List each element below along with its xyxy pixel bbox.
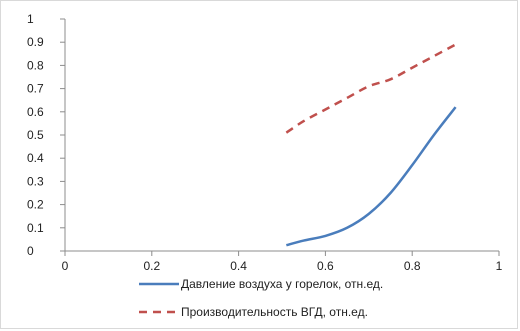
y-tick-label: 0.5 <box>27 128 44 142</box>
legend-label-2: Производительность ВГД, отн.ед. <box>181 305 368 319</box>
y-axis-ticks: 0 0.1 0.2 0.3 0.4 0.5 0.6 0.7 0.8 0.9 1 <box>27 12 65 258</box>
series-layer <box>286 45 455 246</box>
y-tick-label: 0.9 <box>27 35 44 49</box>
y-tick-label: 0.8 <box>27 58 44 72</box>
x-tick-label: 0.8 <box>404 259 421 273</box>
y-tick-label: 0.4 <box>27 151 44 165</box>
x-tick-label: 0.6 <box>317 259 334 273</box>
x-tick-label: 0.2 <box>143 259 160 273</box>
y-tick-label: 0 <box>27 244 34 258</box>
series-line-1 <box>286 107 455 245</box>
y-tick-label: 0.2 <box>27 198 44 212</box>
y-tick-label: 0.6 <box>27 105 44 119</box>
x-tick-label: 0.4 <box>230 259 247 273</box>
legend-label-1: Давление воздуха у горелок, отн.ед. <box>181 277 383 291</box>
y-tick-label: 0.3 <box>27 174 44 188</box>
y-tick-label: 0.1 <box>27 221 44 235</box>
legend: Давление воздуха у горелок, отн.ед. Произ… <box>139 277 383 319</box>
x-tick-label: 1 <box>496 259 503 273</box>
x-tick-label: 0 <box>62 259 69 273</box>
x-axis-ticks: 0 0.2 0.4 0.6 0.8 1 <box>62 251 503 273</box>
series-line-2 <box>286 45 455 133</box>
y-tick-label: 0.7 <box>27 82 44 96</box>
y-tick-label: 1 <box>27 12 34 26</box>
